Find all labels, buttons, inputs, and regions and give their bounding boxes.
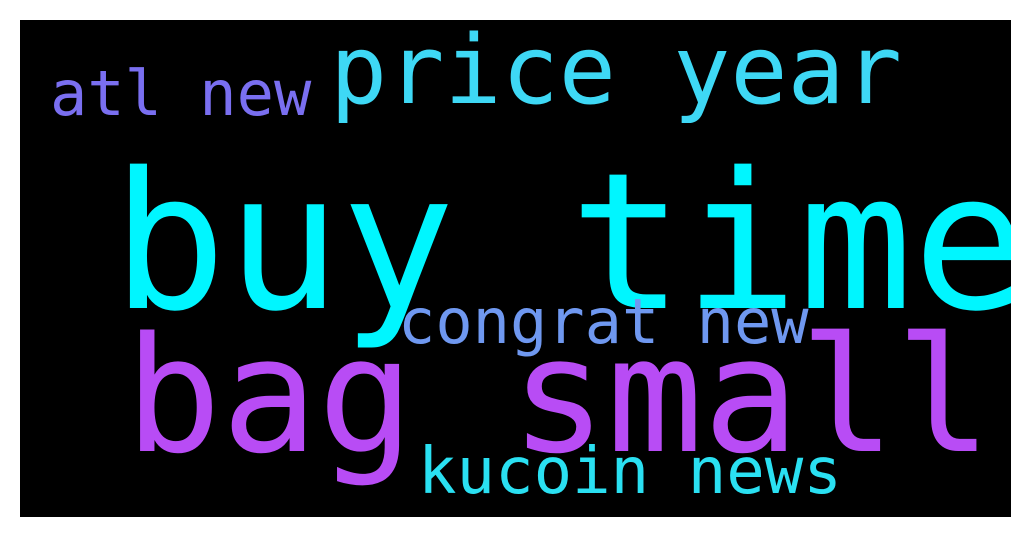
- word-bag-small: bag small: [125, 302, 992, 489]
- word-kucoin-news: kucoin news: [418, 435, 842, 509]
- word-buy-time: buy time: [112, 132, 1011, 353]
- word-cloud-canvas: price year atl new buy time congrat new …: [20, 20, 1011, 517]
- word-price-year: price year: [330, 20, 902, 126]
- word-congrat-new: congrat new: [398, 285, 809, 358]
- word-atl-new: atl new: [50, 57, 312, 130]
